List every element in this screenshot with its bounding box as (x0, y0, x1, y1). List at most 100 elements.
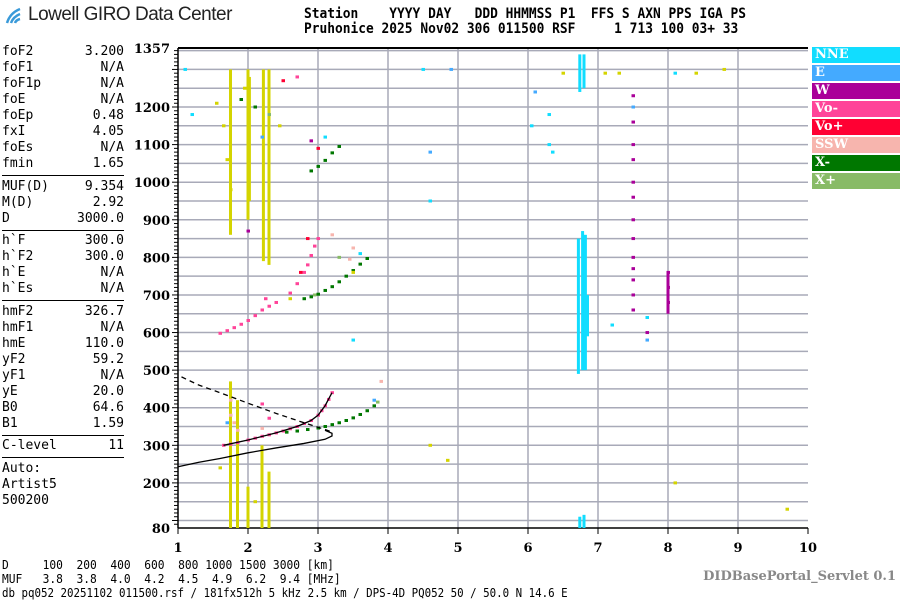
y-tick-label: 1100 (134, 139, 170, 154)
echo-point (631, 94, 635, 98)
y-tick-label: 300 (143, 439, 170, 454)
param-value: N/A (100, 319, 124, 335)
param-value: 2.92 (92, 194, 124, 210)
param-value: N/A (100, 76, 124, 91)
logo-text: Lowell GIRO Data Center (28, 4, 232, 25)
echo-point (330, 391, 334, 395)
model-curve (223, 392, 333, 446)
echo-bar (267, 69, 271, 265)
echo-point (551, 150, 555, 154)
echo-point (428, 443, 432, 447)
param-row: hmE 110.0 (2, 336, 124, 352)
y-tick-label: 400 (143, 402, 170, 417)
param-value: 326.7 (84, 303, 124, 319)
param-value: 11 (108, 438, 124, 453)
param-row: h`F 300.0 (2, 233, 124, 249)
echo-bar (267, 471, 271, 528)
y-tick-label: 700 (143, 289, 170, 304)
param-row: C-level 11 (2, 438, 124, 454)
echo-point (617, 71, 621, 75)
param-name: h`E (2, 265, 26, 280)
signal-logo-icon (5, 7, 21, 24)
echo-point (246, 319, 250, 323)
echo-point (260, 426, 264, 430)
echo-point (610, 323, 614, 327)
echo-bar (578, 516, 582, 528)
param-name: h`Es (2, 281, 34, 296)
divider (2, 457, 124, 458)
echo-point (316, 164, 320, 168)
param-value: 64.6 (92, 399, 124, 415)
echo-point (379, 379, 383, 383)
echo-point (299, 270, 303, 274)
echo-point (302, 297, 306, 301)
echo-point (225, 329, 229, 333)
echo-point (274, 300, 278, 304)
echo-point (288, 291, 292, 295)
y-tick-label: 80 (152, 522, 170, 537)
param-row: h`E N/A (2, 265, 124, 281)
echo-point (337, 280, 341, 284)
param-row: fmin 1.65 (2, 156, 124, 172)
echo-point (316, 292, 320, 296)
distance-row: D 100 200 400 600 800 1000 1500 3000 [km… (2, 557, 334, 572)
echo-point (631, 237, 635, 241)
echo-point (253, 500, 257, 504)
echo-point (313, 244, 317, 248)
echo-point (190, 113, 194, 117)
echo-point (631, 218, 635, 222)
param-name: D (2, 210, 10, 226)
param-name: h`F2 (2, 249, 34, 264)
echo-point (278, 124, 282, 128)
echo-point (316, 237, 320, 241)
x-tick-label: 3 (313, 541, 322, 556)
echo-point (446, 458, 450, 462)
echo-point (365, 256, 369, 260)
echo-point (631, 143, 635, 147)
param-name: B0 (2, 399, 18, 415)
echo-point (351, 246, 355, 250)
echo-point (666, 285, 670, 289)
echo-point (631, 255, 635, 259)
legend-item: Vo- (812, 101, 900, 117)
y-tick-label: 900 (143, 214, 170, 229)
echo-point (229, 188, 233, 192)
echo-point (673, 481, 677, 485)
echo-point (246, 229, 250, 233)
echo-point (645, 316, 649, 320)
echo-point (323, 288, 327, 292)
servlet-version: DIDBasePortal_Servlet 0.1 (703, 569, 896, 584)
param-row: h`F2 300.0 (2, 249, 124, 265)
y-tick-label: 600 (143, 327, 170, 342)
echo-point (631, 293, 635, 297)
echo-point (330, 151, 334, 155)
divider (2, 175, 124, 176)
param-row: B0 64.6 (2, 400, 124, 416)
echo-point (421, 67, 425, 71)
echo-point (365, 409, 369, 413)
echo-point (260, 308, 264, 312)
echo-point (358, 252, 362, 256)
param-name: foE (2, 92, 26, 107)
echo-point (666, 270, 670, 274)
echo-point (239, 97, 243, 101)
echo-point (323, 158, 327, 162)
echo-bar (229, 69, 232, 235)
echo-point (673, 71, 677, 75)
echo-point (253, 314, 257, 318)
param-value: N/A (100, 367, 124, 383)
param-name: yF1 (2, 367, 26, 383)
echo-point (232, 326, 236, 330)
echo-bar (582, 54, 586, 89)
x-tick-label: 5 (453, 541, 462, 556)
param-value: 3000.0 (77, 210, 124, 226)
echo-point (243, 86, 247, 90)
x-tick-label: 9 (733, 541, 742, 556)
x-tick-label: 4 (383, 541, 392, 556)
echo-point (264, 297, 268, 301)
param-value: 4.05 (92, 124, 124, 139)
echo-point (645, 331, 649, 335)
echo-point (215, 101, 219, 105)
echo-point (449, 67, 453, 71)
x-tick-label: 8 (663, 541, 672, 556)
